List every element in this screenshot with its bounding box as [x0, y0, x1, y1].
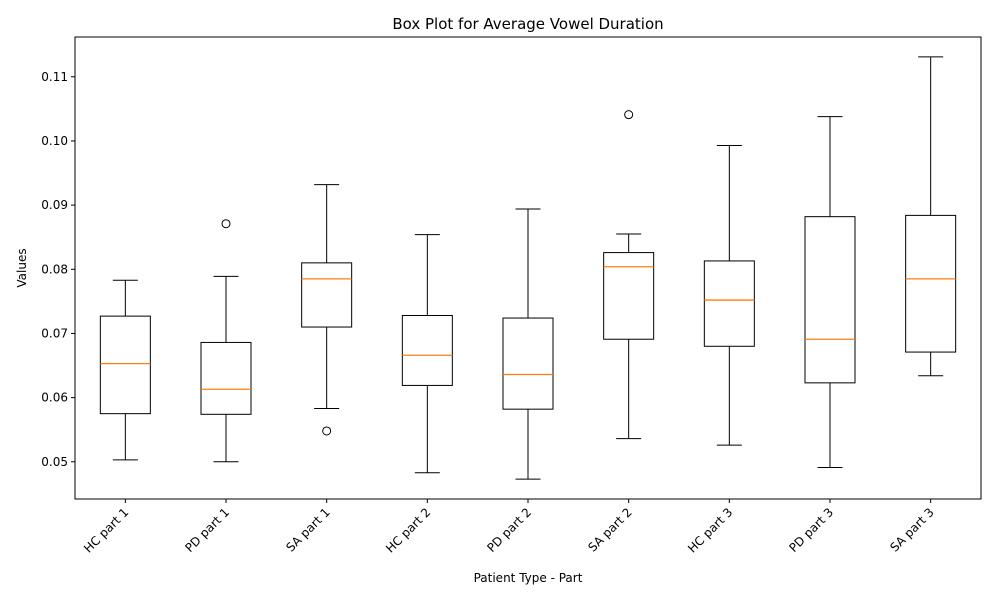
outlier-point	[221, 219, 231, 229]
x-axis-label: Patient Type - Part	[474, 571, 583, 585]
outlier-point	[322, 426, 332, 436]
iqr-box	[401, 314, 453, 386]
iqr-box	[301, 262, 353, 328]
y-axis-label: Values	[15, 248, 29, 287]
y-tick-label: 0.10	[41, 134, 68, 148]
box-8	[804, 116, 856, 469]
plot-frame	[74, 36, 982, 500]
y-tick-label: 0.09	[41, 198, 68, 212]
iqr-box	[99, 315, 151, 415]
box-7	[703, 144, 755, 446]
iqr-box	[200, 341, 252, 415]
iqr-box	[804, 216, 856, 384]
iqr-box	[703, 260, 755, 347]
box-4	[401, 234, 453, 474]
box-series	[99, 56, 957, 480]
chart-title: Box Plot for Average Vowel Duration	[392, 15, 663, 33]
box-2	[200, 219, 252, 463]
iqr-box	[905, 214, 957, 353]
y-tick-label: 0.05	[41, 455, 68, 469]
box-6	[603, 110, 655, 440]
iqr-box	[603, 252, 655, 340]
y-tick-label: 0.06	[41, 391, 68, 405]
box-5	[502, 208, 554, 480]
box-1	[99, 279, 151, 461]
y-tick-label: 0.11	[41, 70, 68, 84]
y-axis: 0.05 0.06 0.07 0.08 0.09 0.10 0.11	[41, 70, 75, 469]
box-9	[905, 56, 957, 377]
iqr-box	[502, 317, 554, 410]
y-tick-label: 0.08	[41, 262, 68, 276]
box-3	[301, 184, 353, 436]
outlier-point	[624, 110, 634, 120]
y-tick-label: 0.07	[41, 326, 68, 340]
